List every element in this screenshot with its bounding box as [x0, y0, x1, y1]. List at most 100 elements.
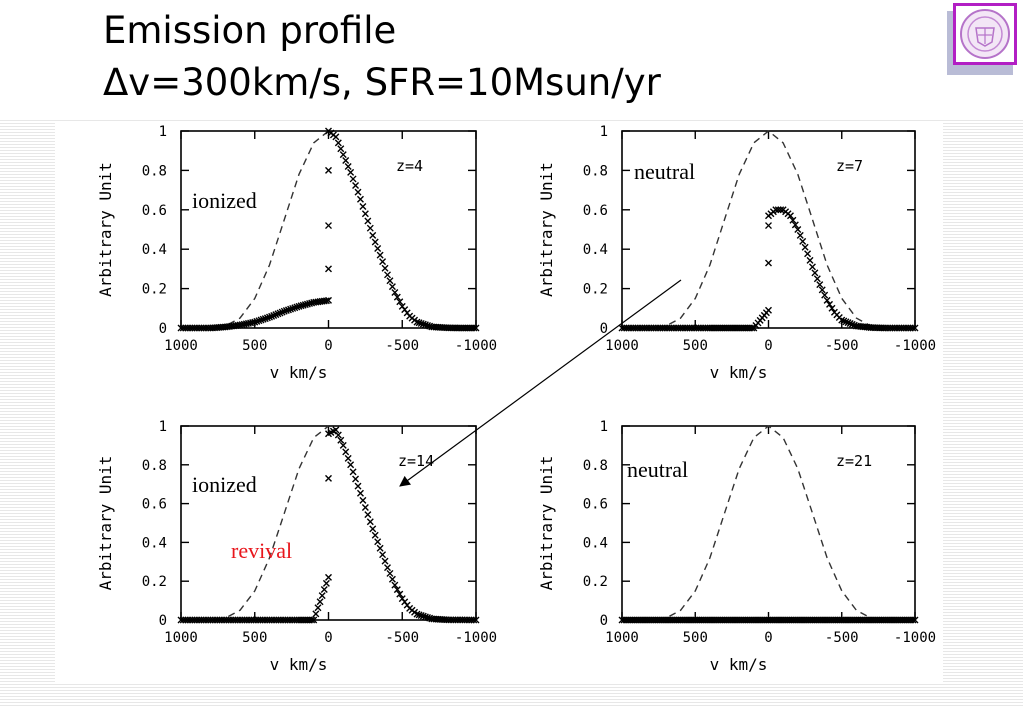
cross-marker — [349, 468, 357, 476]
cross-marker — [765, 306, 772, 314]
x-tick-label: 1000 — [164, 338, 198, 354]
annotation-revival: revival — [231, 538, 292, 563]
cross-marker — [826, 300, 834, 308]
cross-marker — [376, 544, 384, 552]
y-tick-label: 0.4 — [583, 535, 608, 551]
cross-marker — [470, 324, 478, 332]
cross-marker — [371, 238, 379, 246]
cross-marker — [253, 317, 261, 325]
cross-marker — [813, 275, 821, 283]
cross-marker — [848, 320, 856, 328]
cross-marker — [325, 573, 332, 581]
cross-marker — [840, 317, 848, 325]
cross-marker — [419, 612, 427, 620]
cross-marker — [334, 139, 342, 147]
cross-marker — [376, 251, 384, 259]
cross-marker — [789, 216, 797, 224]
cross-marker — [791, 221, 799, 229]
redshift-label: z=4 — [396, 157, 423, 175]
cross-marker — [786, 212, 794, 220]
x-tick-label: 0 — [764, 630, 772, 646]
y-axis-label: Arbitrary Unit — [537, 456, 556, 591]
x-tick-label: -500 — [825, 630, 859, 646]
cross-marker — [347, 168, 355, 176]
cross-marker — [308, 616, 316, 624]
x-tick-label: 0 — [764, 338, 772, 354]
cross-marker — [838, 316, 846, 324]
redshift-label: z=21 — [836, 452, 872, 470]
y-tick-label: 1 — [159, 419, 167, 435]
cross-marker — [255, 317, 263, 325]
cross-marker — [364, 511, 372, 519]
cross-marker — [342, 157, 350, 165]
cross-marker — [354, 482, 362, 490]
cross-marker — [386, 277, 394, 285]
cross-marker — [261, 315, 269, 323]
chart-panel-3: 1000 500 0 -500 -1000 0 0.2 0.4 0.6 0.8 1 v km/s Arb… — [96, 419, 497, 674]
university-seal-icon — [960, 9, 1010, 59]
annotation-neutral: neutral — [627, 457, 688, 482]
y-tick-label: 0.2 — [583, 574, 608, 590]
y-tick-label: 0.8 — [583, 458, 608, 474]
cross-marker — [384, 564, 391, 572]
cross-marker — [280, 307, 288, 315]
cross-marker — [356, 195, 364, 203]
x-tick-label: -1000 — [894, 338, 936, 354]
cross-marker — [911, 324, 919, 332]
y-tick-label: 0.4 — [583, 242, 608, 258]
cross-marker — [828, 304, 836, 312]
y-tick-label: 0.2 — [142, 574, 167, 590]
cross-marker — [844, 319, 852, 327]
redshift-label: z=14 — [398, 452, 434, 470]
cross-marker — [251, 318, 259, 326]
y-tick-label: 0.6 — [583, 497, 608, 513]
cross-marker — [765, 222, 772, 230]
x-axis-label: v km/s — [710, 655, 768, 674]
cross-marker — [332, 133, 340, 141]
cross-marker — [287, 305, 295, 313]
cross-marker — [325, 474, 332, 482]
cross-marker — [354, 188, 362, 196]
cross-marker — [379, 551, 387, 559]
y-tick-label: 1 — [600, 419, 608, 435]
y-tick-label: 0.6 — [583, 203, 608, 219]
cross-marker — [361, 503, 369, 511]
cross-marker — [278, 308, 286, 316]
cross-marker — [314, 604, 322, 612]
chart-panel-1: 1000 500 0 -500 -1000 0 0.2 0.4 0.6 0.8 1 v km/s Arb… — [96, 124, 497, 382]
cross-marker — [821, 291, 829, 299]
cross-marker — [289, 304, 297, 312]
cross-marker — [421, 321, 429, 329]
y-tick-label: 1 — [600, 124, 608, 140]
cross-marker — [364, 217, 372, 225]
cross-marker — [388, 575, 396, 583]
cross-marker — [801, 243, 809, 251]
y-tick-label: 0.4 — [142, 535, 167, 551]
cross-marker — [293, 303, 301, 311]
figure-background — [55, 122, 943, 684]
x-tick-label: -1000 — [455, 338, 497, 354]
y-tick-label: 0.8 — [142, 458, 167, 474]
cross-marker — [381, 557, 389, 565]
x-tick-label: 0 — [324, 338, 332, 354]
cross-marker — [257, 316, 265, 324]
cross-marker — [266, 313, 273, 321]
cross-marker — [325, 222, 332, 230]
y-tick-label: 0.4 — [142, 242, 167, 258]
cross-marker — [310, 616, 318, 624]
cross-marker — [381, 264, 389, 272]
cross-marker — [417, 319, 425, 327]
cross-marker — [325, 166, 332, 174]
cross-marker — [413, 610, 421, 618]
cross-marker — [344, 454, 352, 462]
cross-marker — [804, 250, 812, 258]
cross-marker — [379, 258, 387, 266]
cross-marker — [284, 306, 292, 314]
cross-marker — [846, 320, 854, 327]
chart-panel-4: 1000 500 0 -500 -1000 0 0.2 0.4 0.6 0.8 1 v km/s Arb… — [537, 419, 936, 674]
cross-marker — [374, 245, 382, 253]
y-tick-label: 1 — [159, 124, 167, 140]
cross-marker — [396, 298, 404, 306]
cross-marker — [417, 612, 425, 620]
cross-marker — [391, 289, 399, 297]
